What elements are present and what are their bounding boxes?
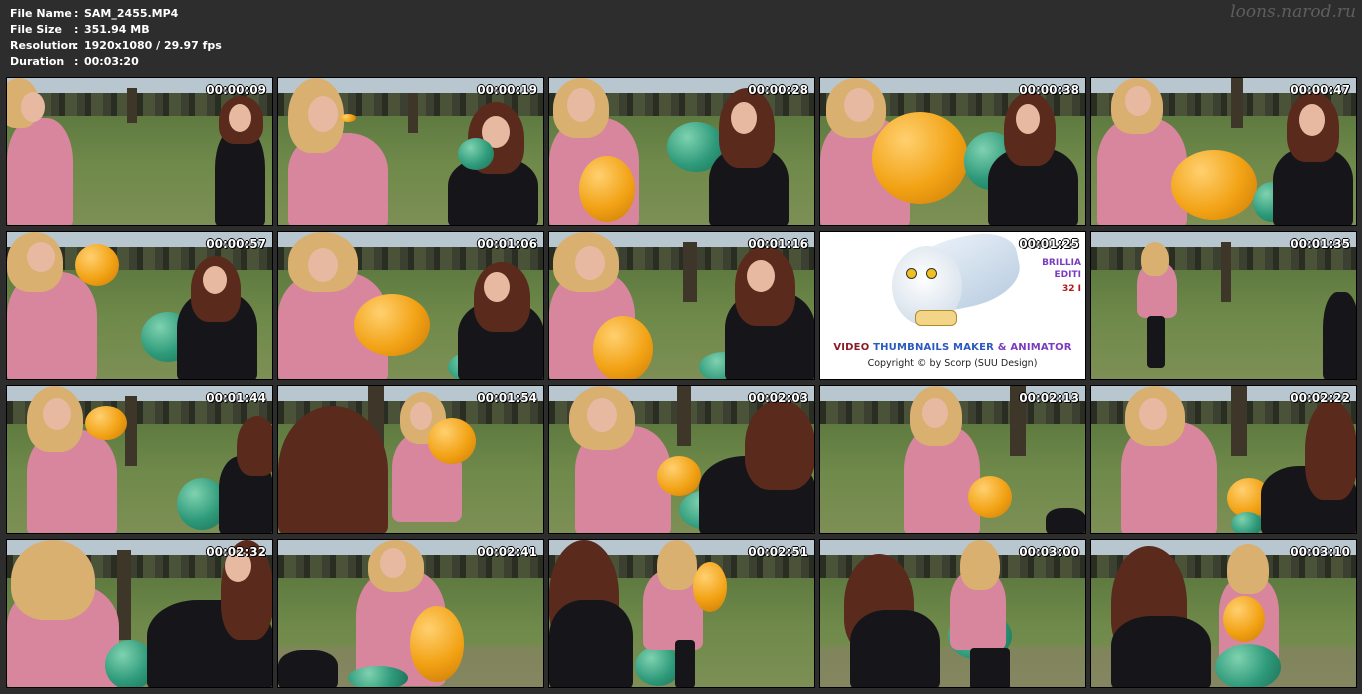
thumbnail[interactable]: 00:02:22 xyxy=(1090,385,1357,534)
timestamp: 00:00:57 xyxy=(206,237,266,251)
logo-side-text: 32 I xyxy=(1061,284,1081,294)
timestamp: 00:01:25 xyxy=(1019,237,1079,251)
video-frame xyxy=(549,386,814,533)
logo-title-part: & ANIMATOR xyxy=(997,342,1072,353)
timestamp: 00:02:13 xyxy=(1019,391,1079,405)
logo-side-text: BRILLIA xyxy=(1042,258,1081,268)
file-name-row: File Name : SAM_2455.MP4 xyxy=(10,6,222,22)
timestamp: 00:01:06 xyxy=(477,237,537,251)
logo-side-text: EDITI xyxy=(1054,270,1081,280)
timestamp: 00:01:44 xyxy=(206,391,266,405)
video-frame xyxy=(278,232,543,379)
duration-value: 00:03:20 xyxy=(84,55,139,68)
resolution-row: Resolution : 1920x1080 / 29.97 fps xyxy=(10,38,222,54)
video-frame xyxy=(7,78,272,225)
thumbnail[interactable]: 00:01:35 xyxy=(1090,231,1357,380)
separator: : xyxy=(74,55,79,68)
video-frame xyxy=(7,232,272,379)
thumbnail[interactable]: 00:02:03 xyxy=(548,385,815,534)
file-name-value: SAM_2455.MP4 xyxy=(84,7,179,20)
thumbnail[interactable]: 00:01:16 xyxy=(548,231,815,380)
video-frame xyxy=(820,540,1085,687)
resolution-value: 1920x1080 / 29.97 fps xyxy=(84,39,222,52)
separator: : xyxy=(74,23,79,36)
logo-title-part: THUMBNAILS MAKER xyxy=(873,342,998,353)
timestamp: 00:00:47 xyxy=(1290,83,1350,97)
video-frame xyxy=(278,78,543,225)
video-frame xyxy=(549,232,814,379)
file-size-value: 351.94 MB xyxy=(84,23,150,36)
separator: : xyxy=(74,7,79,20)
duration-label: Duration xyxy=(10,55,65,68)
thumbnail[interactable]: 00:02:13 xyxy=(819,385,1086,534)
timestamp: 00:01:35 xyxy=(1290,237,1350,251)
thumbnail[interactable]: 00:00:09 xyxy=(6,77,273,226)
file-size-label: File Size xyxy=(10,23,62,36)
timestamp: 00:00:19 xyxy=(477,83,537,97)
logo-title-part: VIDEO xyxy=(833,342,874,353)
timestamp: 00:02:32 xyxy=(206,545,266,559)
timestamp: 00:03:10 xyxy=(1290,545,1350,559)
timestamp: 00:02:22 xyxy=(1290,391,1350,405)
thumbnail[interactable]: 00:02:51 xyxy=(548,539,815,688)
video-frame xyxy=(7,386,272,533)
thumbnail[interactable]: 00:00:19 xyxy=(277,77,544,226)
timestamp: 00:00:28 xyxy=(748,83,808,97)
video-frame xyxy=(1091,386,1356,533)
thumbnail[interactable]: 00:01:44 xyxy=(6,385,273,534)
thumbnail[interactable]: 00:01:54 xyxy=(277,385,544,534)
logo-title: VIDEO THUMBNAILS MAKER & ANIMATOR xyxy=(820,342,1085,353)
timestamp: 00:02:41 xyxy=(477,545,537,559)
logo-copyright: Copyright © by Scorp (SUU Design) xyxy=(867,358,1038,369)
thumbnail[interactable]: 00:00:38 xyxy=(819,77,1086,226)
video-frame xyxy=(278,386,543,533)
video-frame xyxy=(7,540,272,687)
scroll-graphic xyxy=(915,310,957,326)
timestamp: 00:01:54 xyxy=(477,391,537,405)
duration-row: Duration : 00:03:20 xyxy=(10,54,222,70)
thumbnail-grid: 00:00:09 00:00:19 00:00:2 xyxy=(6,77,1357,688)
thumbnail[interactable]: 00:00:28 xyxy=(548,77,815,226)
file-name-label: File Name xyxy=(10,7,72,20)
thumbnail[interactable]: 00:03:00 xyxy=(819,539,1086,688)
thumbnail[interactable]: 00:00:47 xyxy=(1090,77,1357,226)
file-info-header: File Name : SAM_2455.MP4 File Size : 351… xyxy=(10,6,222,70)
video-frame xyxy=(820,386,1085,533)
video-frame xyxy=(278,540,543,687)
thumbnail[interactable]: 00:02:32 xyxy=(6,539,273,688)
timestamp: 00:00:38 xyxy=(1019,83,1079,97)
video-frame xyxy=(1091,540,1356,687)
timestamp: 00:02:51 xyxy=(748,545,808,559)
timestamp: 00:01:16 xyxy=(748,237,808,251)
thumbnail[interactable]: 00:03:10 xyxy=(1090,539,1357,688)
thumbnail[interactable]: 00:02:41 xyxy=(277,539,544,688)
thumbnail-logo[interactable]: BRILLIA EDITI 32 I VIDEO THUMBNAILS MAKE… xyxy=(819,231,1086,380)
video-frame xyxy=(1091,78,1356,225)
file-size-row: File Size : 351.94 MB xyxy=(10,22,222,38)
video-frame xyxy=(549,78,814,225)
video-frame xyxy=(820,78,1085,225)
site-watermark: loons.narod.ru xyxy=(1230,2,1356,22)
video-frame xyxy=(1091,232,1356,379)
separator: : xyxy=(74,39,79,52)
timestamp: 00:00:09 xyxy=(206,83,266,97)
timestamp: 00:03:00 xyxy=(1019,545,1079,559)
thumbnail[interactable]: 00:01:06 xyxy=(277,231,544,380)
video-frame xyxy=(549,540,814,687)
thumbnail[interactable]: 00:00:57 xyxy=(6,231,273,380)
resolution-label: Resolution xyxy=(10,39,77,52)
timestamp: 00:02:03 xyxy=(748,391,808,405)
